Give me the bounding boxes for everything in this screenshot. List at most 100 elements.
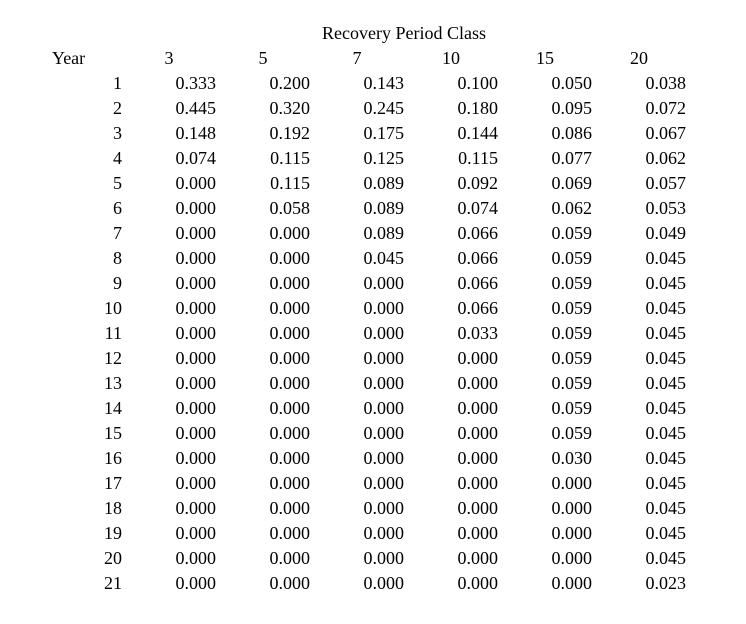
table-row: 5 0.000 0.115 0.089 0.092 0.069 0.057 <box>52 171 686 196</box>
value-cell: 0.045 <box>645 448 687 468</box>
year-cell: 1 <box>113 73 122 93</box>
year-cell: 13 <box>104 373 122 393</box>
value-cell: 0.062 <box>645 148 687 168</box>
year-cell: 19 <box>104 523 122 543</box>
value-cell: 0.000 <box>551 523 593 543</box>
value-cell: 0.033 <box>457 323 499 343</box>
value-cell: 0.000 <box>175 223 217 243</box>
value-cell: 0.095 <box>551 98 593 118</box>
value-cell: 0.000 <box>175 498 217 518</box>
year-cell: 18 <box>104 498 122 518</box>
value-cell: 0.053 <box>645 198 687 218</box>
title-row-spacer <box>52 20 122 46</box>
year-cell: 5 <box>113 173 122 193</box>
table-row: 17 0.000 0.000 0.000 0.000 0.000 0.045 <box>52 471 686 496</box>
class-column-header: 3 <box>164 48 174 68</box>
value-cell: 0.200 <box>269 73 311 93</box>
value-cell: 0.066 <box>457 298 499 318</box>
value-cell: 0.192 <box>269 123 311 143</box>
table-row: 20 0.000 0.000 0.000 0.000 0.000 0.045 <box>52 546 686 571</box>
value-cell: 0.000 <box>269 523 311 543</box>
value-cell: 0.144 <box>457 123 499 143</box>
year-cell: 20 <box>104 548 122 568</box>
value-cell: 0.059 <box>551 398 593 418</box>
year-cell: 12 <box>104 348 122 368</box>
value-cell: 0.000 <box>457 448 499 468</box>
class-column-header: 15 <box>536 48 554 68</box>
value-cell: 0.000 <box>551 573 593 593</box>
value-cell: 0.023 <box>645 573 687 593</box>
value-cell: 0.000 <box>269 548 311 568</box>
value-cell: 0.074 <box>175 148 217 168</box>
value-cell: 0.100 <box>457 73 499 93</box>
value-cell: 0.333 <box>175 73 217 93</box>
value-cell: 0.059 <box>551 348 593 368</box>
value-cell: 0.000 <box>269 498 311 518</box>
value-cell: 0.000 <box>175 298 217 318</box>
value-cell: 0.066 <box>457 223 499 243</box>
year-column-header: Year <box>52 48 86 68</box>
value-cell: 0.045 <box>645 348 687 368</box>
value-cell: 0.059 <box>551 273 593 293</box>
value-cell: 0.059 <box>551 223 593 243</box>
recovery-period-table: Recovery Period Class Year 3 5 7 10 15 20 1 0.… <box>52 20 686 596</box>
value-cell: 0.000 <box>175 573 217 593</box>
table-row: 1 0.333 0.200 0.143 0.100 0.050 0.038 <box>52 71 686 96</box>
value-cell: 0.000 <box>363 423 405 443</box>
year-cell: 15 <box>104 423 122 443</box>
value-cell: 0.045 <box>645 373 687 393</box>
class-column-header: 20 <box>630 48 648 68</box>
value-cell: 0.049 <box>645 223 687 243</box>
value-cell: 0.059 <box>551 373 593 393</box>
class-column-header: 5 <box>258 48 268 68</box>
table-row: 10 0.000 0.000 0.000 0.066 0.059 0.045 <box>52 296 686 321</box>
value-cell: 0.059 <box>551 323 593 343</box>
table-row: 11 0.000 0.000 0.000 0.033 0.059 0.045 <box>52 321 686 346</box>
table-row: 19 0.000 0.000 0.000 0.000 0.000 0.045 <box>52 521 686 546</box>
year-cell: 3 <box>113 123 122 143</box>
value-cell: 0.057 <box>645 173 687 193</box>
value-cell: 0.000 <box>363 498 405 518</box>
value-cell: 0.000 <box>363 323 405 343</box>
value-cell: 0.000 <box>175 548 217 568</box>
year-cell: 11 <box>104 323 122 343</box>
value-cell: 0.000 <box>551 473 593 493</box>
value-cell: 0.045 <box>645 523 687 543</box>
value-cell: 0.000 <box>175 323 217 343</box>
value-cell: 0.000 <box>269 248 311 268</box>
value-cell: 0.000 <box>175 423 217 443</box>
value-cell: 0.000 <box>551 548 593 568</box>
value-cell: 0.000 <box>363 523 405 543</box>
table-row: 14 0.000 0.000 0.000 0.000 0.059 0.045 <box>52 396 686 421</box>
value-cell: 0.000 <box>269 423 311 443</box>
value-cell: 0.000 <box>363 348 405 368</box>
value-cell: 0.045 <box>645 548 687 568</box>
value-cell: 0.092 <box>457 173 499 193</box>
table-row: 3 0.148 0.192 0.175 0.144 0.086 0.067 <box>52 121 686 146</box>
class-column-header: 7 <box>352 48 362 68</box>
value-cell: 0.000 <box>269 298 311 318</box>
value-cell: 0.000 <box>363 473 405 493</box>
year-cell: 9 <box>113 273 122 293</box>
value-cell: 0.045 <box>645 298 687 318</box>
value-cell: 0.000 <box>175 473 217 493</box>
table-row: 6 0.000 0.058 0.089 0.074 0.062 0.053 <box>52 196 686 221</box>
year-cell: 21 <box>104 573 122 593</box>
value-cell: 0.000 <box>363 573 405 593</box>
value-cell: 0.000 <box>457 373 499 393</box>
value-cell: 0.000 <box>269 323 311 343</box>
table-title: Recovery Period Class <box>322 23 486 43</box>
value-cell: 0.045 <box>645 498 687 518</box>
table-row: 9 0.000 0.000 0.000 0.066 0.059 0.045 <box>52 271 686 296</box>
value-cell: 0.089 <box>363 223 405 243</box>
value-cell: 0.000 <box>269 373 311 393</box>
value-cell: 0.058 <box>269 198 311 218</box>
value-cell: 0.000 <box>457 548 499 568</box>
value-cell: 0.072 <box>645 98 687 118</box>
value-cell: 0.000 <box>175 348 217 368</box>
value-cell: 0.445 <box>175 98 217 118</box>
value-cell: 0.000 <box>175 523 217 543</box>
value-cell: 0.030 <box>551 448 593 468</box>
value-cell: 0.000 <box>269 273 311 293</box>
